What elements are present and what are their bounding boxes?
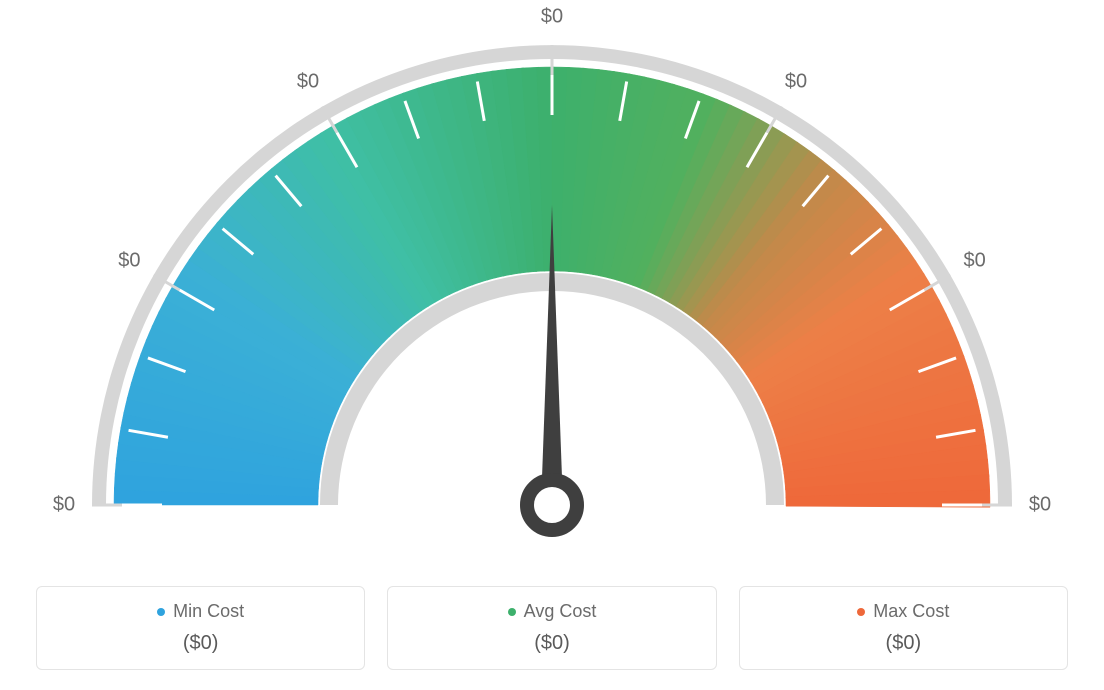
legend-dot-max (857, 608, 865, 616)
cost-gauge-widget: $0 $0 $0 $0 $0 $0 $0 Min Cost ($0) Avg Cost ($… (0, 0, 1104, 690)
gauge-svg (22, 0, 1082, 560)
gauge-chart: $0 $0 $0 $0 $0 $0 $0 (22, 0, 1082, 560)
legend-value-max: ($0) (740, 632, 1067, 655)
legend-dot-avg (508, 608, 516, 616)
legend-row: Min Cost ($0) Avg Cost ($0) Max Cost ($0… (36, 586, 1068, 670)
legend-dot-min (157, 608, 165, 616)
scale-label: $0 (118, 250, 140, 273)
legend-value-avg: ($0) (388, 632, 715, 655)
legend-label-min: Min Cost (173, 601, 244, 621)
scale-label: $0 (963, 250, 985, 273)
scale-label: $0 (1029, 494, 1051, 517)
legend-card-max: Max Cost ($0) (739, 586, 1068, 670)
legend-title-avg: Avg Cost (508, 601, 597, 622)
scale-label: $0 (785, 71, 807, 94)
scale-label: $0 (53, 494, 75, 517)
legend-label-avg: Avg Cost (524, 601, 597, 621)
legend-label-max: Max Cost (873, 601, 949, 621)
legend-title-max: Max Cost (857, 601, 949, 622)
legend-card-avg: Avg Cost ($0) (387, 586, 716, 670)
legend-title-min: Min Cost (157, 601, 244, 622)
legend-value-min: ($0) (37, 632, 364, 655)
scale-label: $0 (541, 6, 563, 29)
scale-label: $0 (297, 71, 319, 94)
legend-card-min: Min Cost ($0) (36, 586, 365, 670)
